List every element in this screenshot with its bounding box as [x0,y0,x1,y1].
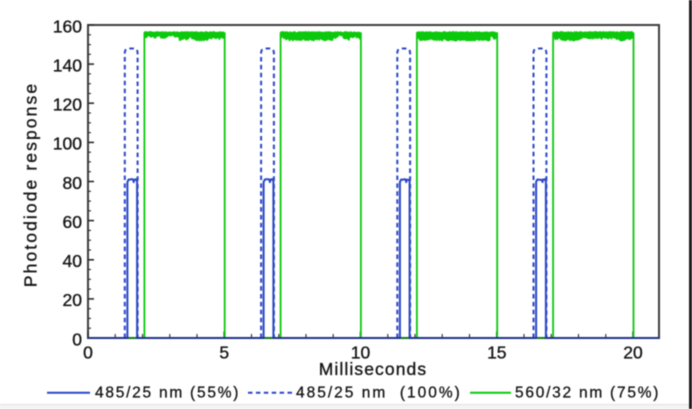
svg-text:10: 10 [351,343,371,363]
svg-text:0: 0 [72,329,82,349]
svg-text:560/32 nm (75%): 560/32 nm (75%) [515,385,660,402]
svg-text:Photodiode response: Photodiode response [21,82,41,287]
svg-text:Milliseconds: Milliseconds [319,359,428,379]
svg-text:485/25 nm (55%): 485/25 nm (55%) [95,385,240,402]
svg-text:40: 40 [63,251,83,271]
svg-text:120: 120 [53,95,82,115]
svg-text:60: 60 [63,212,83,232]
svg-text:20: 20 [63,290,83,310]
svg-text:100: 100 [53,134,82,154]
svg-text:80: 80 [63,173,83,193]
svg-text:20: 20 [623,343,643,363]
svg-text:485/25 nm (100%): 485/25 nm (100%) [296,385,462,402]
svg-text:15: 15 [487,343,506,363]
svg-text:140: 140 [53,55,82,75]
svg-text:160: 160 [53,16,82,36]
svg-text:0: 0 [83,343,93,363]
svg-text:5: 5 [219,343,229,363]
